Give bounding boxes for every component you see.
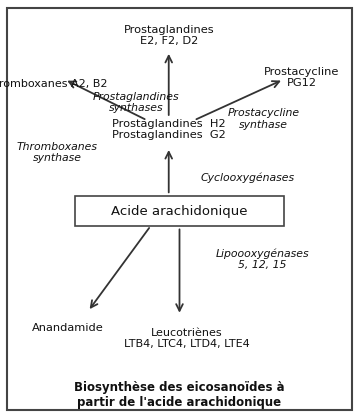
Text: Thromboxanes A2, B2: Thromboxanes A2, B2 — [0, 79, 108, 89]
Text: Thromboxanes
synthase: Thromboxanes synthase — [17, 142, 98, 163]
Text: Anandamide: Anandamide — [32, 323, 104, 333]
Text: Acide arachidonique: Acide arachidonique — [111, 204, 248, 218]
Text: Lipoooxygénases
5, 12, 15: Lipoooxygénases 5, 12, 15 — [215, 248, 309, 270]
Text: Cyclooxygénases: Cyclooxygénases — [201, 172, 295, 183]
Text: Prostaglandines  H2
Prostaglandines  G2: Prostaglandines H2 Prostaglandines G2 — [112, 119, 225, 140]
Text: Prostaglandines
synthases: Prostaglandines synthases — [93, 92, 180, 113]
Text: Prostaglandines
E2, F2, D2: Prostaglandines E2, F2, D2 — [123, 25, 214, 46]
Text: Prostacycline
PG12: Prostacycline PG12 — [264, 66, 339, 88]
Text: Prostacycline
synthase: Prostacycline synthase — [228, 108, 300, 130]
Text: Biosynthèse des eicosanoïdes à
partir de l'acide arachidonique: Biosynthèse des eicosanoïdes à partir de… — [74, 381, 285, 409]
Bar — [75, 196, 284, 226]
Text: Leucotriènes
LTB4, LTC4, LTD4, LTE4: Leucotriènes LTB4, LTC4, LTD4, LTE4 — [124, 328, 250, 349]
